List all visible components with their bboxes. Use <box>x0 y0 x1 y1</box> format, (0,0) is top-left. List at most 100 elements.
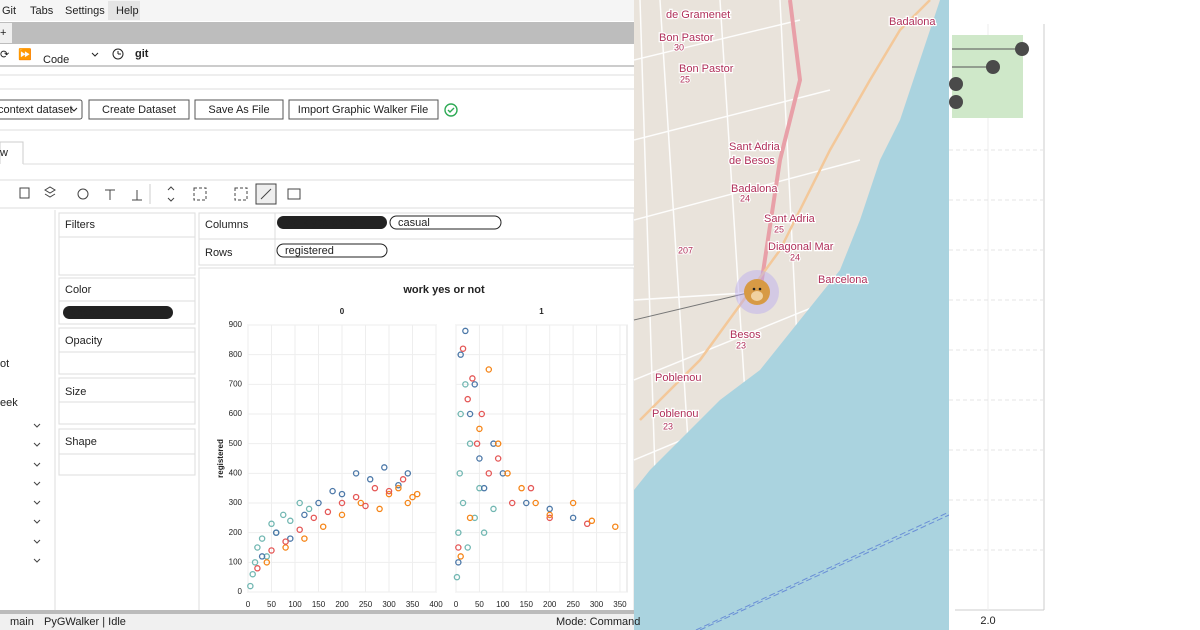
path <box>0 141 24 164</box>
rect <box>108 1 140 20</box>
circle <box>1015 42 1029 56</box>
path <box>695 511 950 630</box>
chart-header: work yes or not <box>402 284 485 296</box>
import-file[interactable]: Import Graphic Walker File <box>298 104 428 116</box>
status: Mode: Command <box>556 616 640 628</box>
rect[interactable] <box>0 99 83 120</box>
rect <box>287 188 301 200</box>
point <box>464 544 471 551</box>
point <box>371 484 379 492</box>
point <box>466 514 474 522</box>
rect <box>58 212 196 276</box>
x-tick-label: 200 <box>335 600 349 609</box>
field: ot <box>0 358 9 370</box>
plot-area <box>455 324 628 593</box>
point <box>476 455 483 462</box>
x-tick-label: 0 <box>454 600 459 609</box>
tab-label: w <box>0 147 8 159</box>
point <box>478 410 486 418</box>
x-tick-label: 400 <box>429 600 443 609</box>
path <box>758 0 803 293</box>
text: + <box>0 27 6 39</box>
point <box>268 547 275 554</box>
circle <box>949 95 963 109</box>
point <box>305 505 313 513</box>
point <box>310 514 318 522</box>
rect <box>277 216 387 229</box>
rect <box>58 327 196 375</box>
path <box>167 186 175 202</box>
pill: season <box>71 307 106 319</box>
path <box>91 52 99 57</box>
map-number: 23 <box>736 340 746 350</box>
map-number: 24 <box>740 193 750 203</box>
point <box>569 499 577 507</box>
save-as-file[interactable]: Save As File <box>208 104 269 116</box>
point <box>395 484 402 492</box>
rect <box>952 35 1023 118</box>
status: PyGWalker | Idle <box>44 616 126 628</box>
create-dataset[interactable]: Create Dataset <box>102 104 176 116</box>
rect <box>389 215 502 230</box>
point <box>338 499 346 507</box>
rect <box>0 614 634 630</box>
x-tick-label: 150 <box>312 600 326 609</box>
x-tick-label: 250 <box>566 600 580 609</box>
point <box>282 544 289 551</box>
point <box>457 553 464 560</box>
point <box>251 559 259 566</box>
point <box>480 529 488 536</box>
map-number: 207 <box>678 245 693 255</box>
path <box>639 0 931 421</box>
path <box>33 423 41 563</box>
encoding-label: Shape <box>65 436 97 448</box>
ellipse <box>751 291 763 301</box>
point <box>395 481 402 489</box>
point <box>459 345 467 352</box>
y-axis-label: registered <box>216 439 225 478</box>
encoding-label: Opacity <box>65 335 103 347</box>
rect[interactable] <box>288 99 439 120</box>
point <box>490 505 497 513</box>
y-tick-label: 0 <box>238 587 243 596</box>
point <box>455 544 462 551</box>
point <box>459 499 467 507</box>
point <box>532 499 539 507</box>
map-label: Poblenou <box>652 408 699 420</box>
point <box>249 570 256 578</box>
rect <box>58 428 196 476</box>
point <box>357 499 365 507</box>
y-tick-label: 700 <box>229 379 243 388</box>
point <box>456 470 463 477</box>
encoding-label: Size <box>65 386 86 398</box>
path <box>70 107 78 112</box>
point <box>301 535 308 542</box>
map-label: Sant Adria <box>729 141 781 153</box>
point <box>338 490 346 498</box>
point <box>268 520 275 528</box>
rect[interactable] <box>194 99 284 120</box>
point <box>569 514 577 522</box>
path <box>447 107 455 113</box>
rect <box>0 610 634 614</box>
point <box>352 470 360 477</box>
field: eek <box>0 397 18 409</box>
point <box>546 514 553 522</box>
path <box>633 289 761 321</box>
point <box>546 511 553 519</box>
map-label: Poblenou <box>655 372 702 384</box>
point <box>279 511 287 519</box>
menu-item: Help <box>116 5 139 17</box>
rect[interactable] <box>88 99 190 120</box>
kernel-mode: Code <box>43 54 69 66</box>
encoding-label: Rows <box>205 247 233 259</box>
point <box>466 440 474 447</box>
x-tick-label: 250 <box>359 600 373 609</box>
x-tick-label: 50 <box>475 600 484 609</box>
status: main <box>10 616 34 628</box>
map-label: Besos <box>730 329 761 341</box>
point <box>263 559 271 566</box>
point <box>296 526 303 533</box>
y-tick-label: 600 <box>229 409 243 418</box>
point <box>457 351 464 358</box>
